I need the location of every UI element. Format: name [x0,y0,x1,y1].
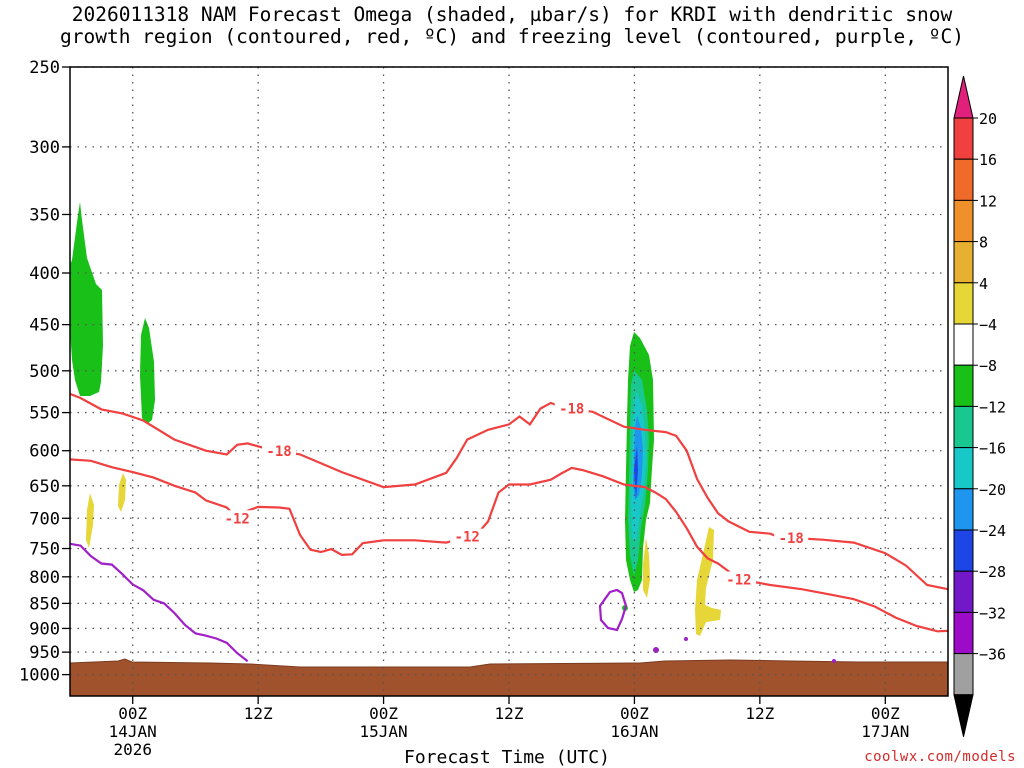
y-tick-label-450: 450 [29,316,60,336]
y-tick-label-550: 550 [29,404,60,424]
y-tick-label-900: 900 [29,619,60,639]
colorbar-label-0: 20 [979,110,997,128]
x-tick-label-4: 00Z [620,704,649,723]
colorbar-box-4 [953,282,974,325]
x-tick-label-1: 12Z [244,704,273,723]
colorbar-label-12: −32 [979,604,1006,622]
omega-shade-downward-b [86,493,94,548]
colorbar-label-8: −16 [979,440,1006,458]
x-tick-date-4: 16JAN [610,722,658,741]
omega-shade-dot-c [684,637,688,641]
y-tick-label-950: 950 [29,643,60,663]
contour-label--18-2: -18 [779,531,804,547]
x-tick-date-2: 15JAN [359,722,407,741]
colorbar-label-7: −12 [979,398,1006,416]
contour-line--18 [69,392,949,591]
axes: 250 300 350 400 450 500 550 600 650 700 750 800 850 9… [19,58,949,759]
y-tick-label-650: 650 [29,477,60,497]
colorbar-box-3 [953,241,974,284]
colorbar-box-5 [953,323,974,366]
contour-label--12-1: -12 [455,530,480,546]
colorbar-label-10: −24 [979,522,1006,540]
colorbar: 20 16 12 8 4 −4 −8 −12 −16 −20 −24 −28 −32 −36 [953,75,1006,737]
credit-text: coolwx.com/models [864,749,1016,765]
x-tick-label-6: 00Z [871,704,900,723]
y-tick-label-1000: 1000 [19,666,60,686]
colorbar-bottom-arrow [953,694,974,737]
colorbar-label-5: −4 [979,316,997,334]
colorbar-box-13 [953,653,974,696]
x-tick-label-3: 12Z [495,704,524,723]
colorbar-box-10 [953,529,974,572]
contour-label-bg--12-1 [450,528,485,544]
y-tick-label-250: 250 [29,58,60,78]
y-tick-label-350: 350 [29,205,60,225]
contour-label--18-0: -18 [266,444,291,460]
y-tick-label-700: 700 [29,509,60,529]
contour-layer: -18 -18 -18 -12 -12 -12 [69,392,949,663]
colorbar-top-arrow [953,75,974,119]
colorbar-box-9 [953,488,974,531]
chart-title: 2026011318 NAM Forecast Omega (shaded, µ… [0,4,1024,48]
x-tick-label-0: 00Z [118,704,147,723]
x-tick-label-5: 12Z [745,704,774,723]
contour-label-bg--18-1 [554,400,589,416]
colorbar-label-3: 8 [979,234,988,252]
y-tick-label-750: 750 [29,540,60,560]
colorbar-label-11: −28 [979,563,1006,581]
y-tick-label-500: 500 [29,362,60,382]
omega-shade-downward-c [643,538,650,598]
colorbar-box-7 [953,405,974,449]
x-tick-date-0: 14JAN [109,722,157,741]
colorbar-label-9: −20 [979,481,1006,499]
colorbar-label-13: −36 [979,646,1006,664]
y-tick-label-850: 850 [29,594,60,614]
y-tick-label-600: 600 [29,442,60,462]
contour-label-bg--12-2 [721,571,756,587]
x-tick-year-0: 2026 [113,740,152,759]
colorbar-box-1 [953,158,974,201]
y-tick-label-800: 800 [29,568,60,588]
colorbar-label-6: −8 [979,357,997,375]
contour-label--12-0: -12 [225,511,250,527]
omega-shade-dot-d [832,659,836,663]
x-axis-title: Forecast Time (UTC) [404,747,610,768]
contour-label--12-2: -12 [726,573,751,589]
colorbar-box-6 [953,364,974,407]
y-tick-label-300: 300 [29,138,60,158]
colorbar-box-12 [953,611,974,655]
freezing-level-closed-loop [598,588,628,632]
contour-label--18-1: -18 [559,402,584,418]
omega-shade-upward-left-small [140,318,155,424]
contour-label-bg--18-0 [262,442,297,458]
contour-line--12 [69,458,949,633]
y-tick-label-400: 400 [29,264,60,284]
colorbar-box-11 [953,570,974,613]
colorbar-label-1: 16 [979,151,997,169]
contour-label-bg--12-0 [220,510,255,526]
contour-label-bg--18-2 [774,530,809,546]
omega-shade-downward-d [695,527,721,636]
plot-frame [69,66,949,697]
colorbar-box-0 [953,117,974,160]
omega-shade-downward-a [118,473,126,512]
chart-title-line-2: growth region (contoured, red, ºC) and f… [60,25,964,48]
omega-shade-upward-16jan-core [634,446,638,500]
colorbar-box-8 [953,447,974,490]
colorbar-label-2: 12 [979,192,997,210]
colorbar-label-4: 4 [979,275,988,293]
chart-title-line-1: 2026011318 NAM Forecast Omega (shaded, µ… [71,3,953,26]
x-tick-date-6: 17JAN [861,722,909,741]
gridlines [70,66,948,696]
contour-line-freezing-level [69,542,249,663]
colorbar-box-2 [953,199,974,243]
x-tick-label-2: 00Z [369,704,398,723]
omega-shading-layer [70,202,836,663]
omega-shade-dot-b [653,647,659,653]
omega-shade-upward-left-tall [70,202,103,396]
